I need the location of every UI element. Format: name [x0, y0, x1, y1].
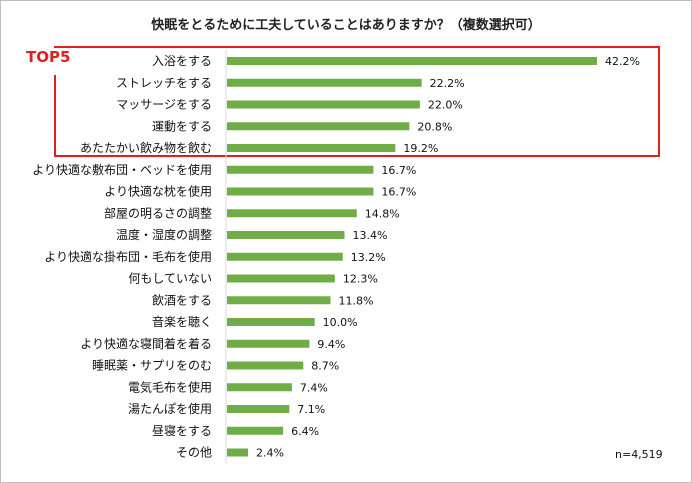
bar [227, 209, 357, 218]
value-label: 7.4% [300, 381, 328, 394]
top5-highlight-box-edge [54, 75, 56, 157]
bar [227, 165, 374, 174]
value-label: 16.7% [381, 186, 416, 199]
value-label: 13.4% [352, 229, 387, 242]
sample-size-note: n=4,519 [615, 448, 663, 461]
bar [227, 252, 343, 261]
category-label: 電気毛布を使用 [128, 379, 212, 394]
bar [227, 78, 422, 87]
value-label: 2.4% [256, 447, 284, 460]
bar [227, 383, 292, 392]
value-label: 22.0% [428, 99, 463, 112]
bar [227, 405, 290, 413]
category-label: より快適な敷布団・ベッドを使用 [32, 162, 212, 177]
chart-title: 快眠をとるために工夫していることはありますか？（複数選択可） [151, 18, 541, 33]
bar [227, 122, 410, 131]
top5-highlight-box [54, 46, 660, 157]
value-label: 12.3% [343, 273, 378, 286]
category-label: 昼寝をする [152, 423, 212, 438]
value-label: 14.8% [365, 207, 400, 220]
bar [227, 100, 420, 109]
bar [227, 339, 310, 348]
value-label: 6.4% [291, 425, 319, 438]
bar [227, 361, 304, 370]
bar [227, 231, 345, 239]
bar [227, 318, 315, 326]
category-label: 入浴をする [152, 54, 212, 68]
top5-label: TOP5 [26, 48, 71, 66]
category-label: 何もしていない [128, 272, 212, 286]
bar [227, 274, 335, 283]
category-label: 運動をする [152, 119, 212, 133]
bar [227, 448, 249, 457]
value-label: 42.2% [605, 55, 640, 68]
category-label: 部屋の明るさの調整 [104, 205, 212, 220]
bar [227, 296, 331, 305]
category-label: あたたかい飲み物を飲む [80, 140, 212, 155]
value-label: 7.1% [297, 403, 325, 416]
bar [227, 187, 374, 196]
value-label: 16.7% [381, 164, 416, 177]
category-label: より快適な枕を使用 [104, 184, 212, 199]
value-label: 19.2% [403, 142, 438, 155]
category-label: より快適な掛布団・毛布を使用 [44, 249, 212, 264]
category-label: 睡眠薬・サプリをのむ [92, 359, 212, 373]
bar [227, 426, 284, 435]
category-label: ストレッチをする [116, 76, 212, 90]
bar [227, 57, 597, 65]
value-label: 9.4% [317, 338, 345, 351]
bar [227, 144, 396, 152]
value-label: 10.0% [323, 316, 358, 329]
value-label: 11.8% [338, 294, 373, 307]
value-label: 13.2% [351, 251, 386, 264]
value-label: 22.2% [430, 77, 465, 90]
category-label: マッサージをする [116, 98, 212, 112]
category-label: 温度・湿度の調整 [116, 227, 212, 242]
value-label: 8.7% [311, 360, 339, 373]
value-label: 20.8% [417, 120, 452, 133]
category-label: 湯たんぽを使用 [128, 401, 212, 416]
category-label: より快適な寝間着を着る [80, 336, 212, 351]
category-label: その他 [176, 446, 212, 460]
category-label: 音楽を聴く [152, 314, 212, 329]
category-label: 飲酒をする [152, 292, 212, 307]
